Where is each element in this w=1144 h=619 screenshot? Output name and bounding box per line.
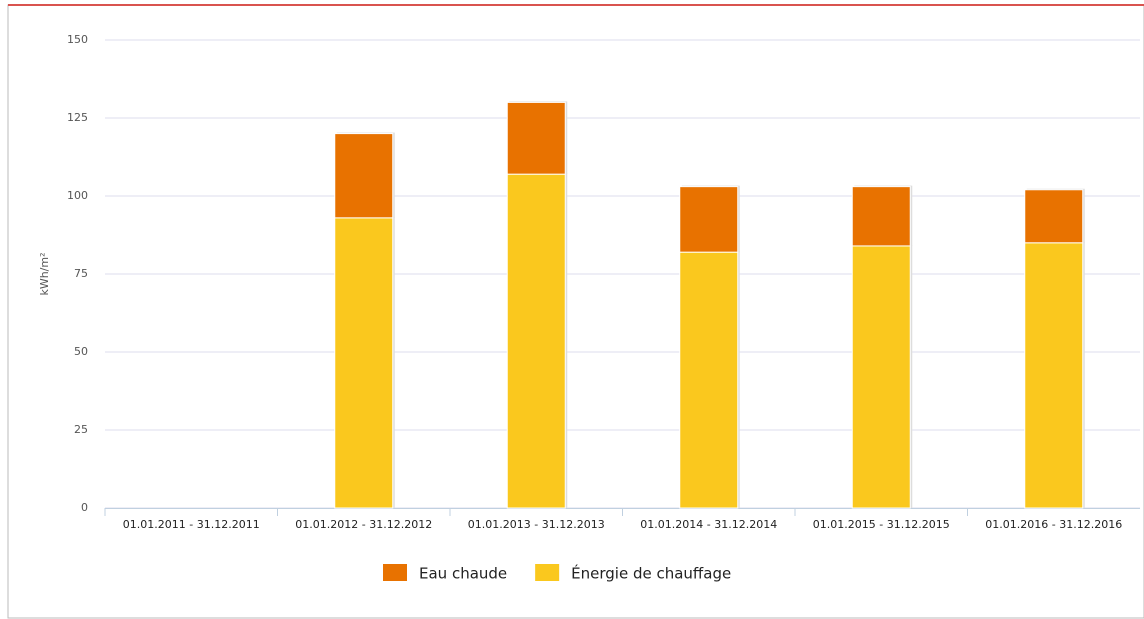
y-axis-label: kWh/m²	[38, 252, 51, 295]
x-tick-label: 01.01.2014 - 31.12.2014	[640, 518, 777, 531]
y-tick-label: 100	[67, 189, 88, 202]
x-tick-label: 01.01.2015 - 31.12.2015	[813, 518, 950, 531]
y-tick-label: 125	[67, 111, 88, 124]
x-tick-label: 01.01.2016 - 31.12.2016	[985, 518, 1122, 531]
bar	[679, 186, 739, 253]
bar	[1024, 242, 1084, 509]
y-tick-label: 50	[74, 345, 88, 358]
y-tick-label: 150	[67, 33, 88, 46]
y-tick-label: 75	[74, 267, 88, 280]
bar	[506, 101, 566, 175]
y-tick-label: 0	[81, 501, 88, 514]
legend-label: Énergie de chauffage	[571, 564, 731, 583]
bar	[506, 173, 566, 509]
legend-swatch	[535, 564, 560, 581]
x-tick-label: 01.01.2011 - 31.12.2011	[123, 518, 260, 531]
frame	[7, 4, 1144, 619]
legend-swatch	[383, 564, 407, 581]
y-tick-label: 25	[74, 423, 88, 436]
x-tick-label: 01.01.2012 - 31.12.2012	[295, 518, 432, 531]
x-tick-label: 01.01.2013 - 31.12.2013	[468, 518, 605, 531]
bar	[851, 245, 911, 509]
bar	[334, 133, 394, 219]
bar	[1024, 189, 1084, 244]
bar	[334, 217, 394, 509]
bar	[851, 186, 911, 247]
legend-label: Eau chaude	[419, 565, 507, 583]
bar	[679, 251, 739, 509]
